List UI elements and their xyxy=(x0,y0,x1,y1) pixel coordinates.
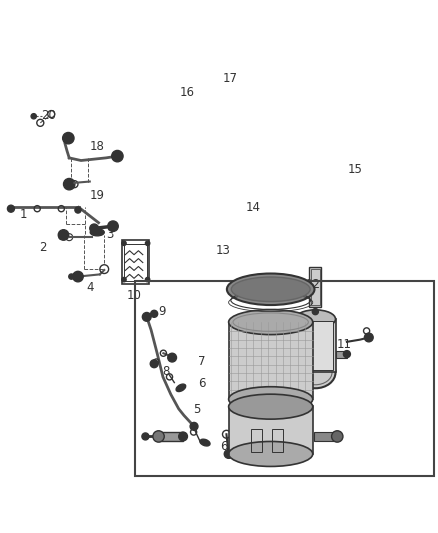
Circle shape xyxy=(90,224,99,233)
Circle shape xyxy=(312,309,318,314)
Text: 16: 16 xyxy=(180,86,194,99)
Text: 15: 15 xyxy=(347,163,362,176)
Text: 4: 4 xyxy=(87,280,94,294)
Text: 5: 5 xyxy=(193,403,200,416)
Circle shape xyxy=(168,353,177,362)
Circle shape xyxy=(64,179,75,190)
Ellipse shape xyxy=(90,229,104,236)
Ellipse shape xyxy=(295,310,336,328)
Circle shape xyxy=(69,274,74,279)
Bar xyxy=(336,351,347,358)
Ellipse shape xyxy=(227,273,314,305)
Bar xyxy=(135,281,434,476)
Text: 17: 17 xyxy=(223,71,237,85)
Text: 6: 6 xyxy=(198,377,205,390)
Text: 11: 11 xyxy=(336,337,351,351)
Text: 8: 8 xyxy=(162,365,170,378)
Circle shape xyxy=(59,235,64,239)
Circle shape xyxy=(142,433,149,440)
Circle shape xyxy=(224,449,233,458)
Text: 13: 13 xyxy=(215,244,230,257)
Circle shape xyxy=(142,312,151,321)
Circle shape xyxy=(364,333,373,342)
Ellipse shape xyxy=(229,441,313,466)
Text: 7: 7 xyxy=(198,355,205,368)
Circle shape xyxy=(145,241,150,246)
Circle shape xyxy=(112,150,123,162)
Circle shape xyxy=(31,114,36,119)
Ellipse shape xyxy=(229,387,313,411)
Ellipse shape xyxy=(229,394,313,419)
Ellipse shape xyxy=(176,384,186,392)
Circle shape xyxy=(63,133,74,144)
Circle shape xyxy=(179,432,187,441)
Circle shape xyxy=(122,241,126,246)
Circle shape xyxy=(332,431,343,442)
Ellipse shape xyxy=(231,277,310,302)
Text: 2: 2 xyxy=(39,241,47,254)
Text: 14: 14 xyxy=(246,201,261,214)
Bar xyxy=(159,432,183,441)
Ellipse shape xyxy=(229,310,313,335)
Ellipse shape xyxy=(200,439,210,446)
Text: 9: 9 xyxy=(159,305,166,318)
Bar xyxy=(297,321,333,370)
Circle shape xyxy=(190,423,198,430)
Text: 6: 6 xyxy=(220,440,228,454)
Ellipse shape xyxy=(295,357,336,388)
Text: 12: 12 xyxy=(306,278,321,290)
Bar xyxy=(251,429,262,452)
Circle shape xyxy=(58,230,69,240)
Text: 20: 20 xyxy=(42,109,57,122)
Bar xyxy=(272,429,283,452)
Circle shape xyxy=(153,431,164,442)
Bar xyxy=(124,244,147,280)
Circle shape xyxy=(151,310,158,317)
Bar xyxy=(122,240,149,284)
Text: 19: 19 xyxy=(90,189,105,201)
Text: 10: 10 xyxy=(127,289,142,302)
Circle shape xyxy=(108,221,118,231)
Circle shape xyxy=(122,278,126,282)
Circle shape xyxy=(73,271,83,282)
Circle shape xyxy=(150,360,158,368)
Bar xyxy=(295,319,336,373)
Circle shape xyxy=(145,278,150,282)
Circle shape xyxy=(7,205,14,212)
Circle shape xyxy=(343,351,350,358)
Bar xyxy=(309,268,321,307)
Bar xyxy=(229,406,313,454)
Text: 1: 1 xyxy=(20,208,27,221)
Bar xyxy=(311,269,320,305)
Text: 3: 3 xyxy=(106,229,113,241)
Text: 18: 18 xyxy=(90,140,105,152)
Bar xyxy=(314,432,337,441)
Circle shape xyxy=(75,207,81,213)
Bar xyxy=(229,322,313,399)
